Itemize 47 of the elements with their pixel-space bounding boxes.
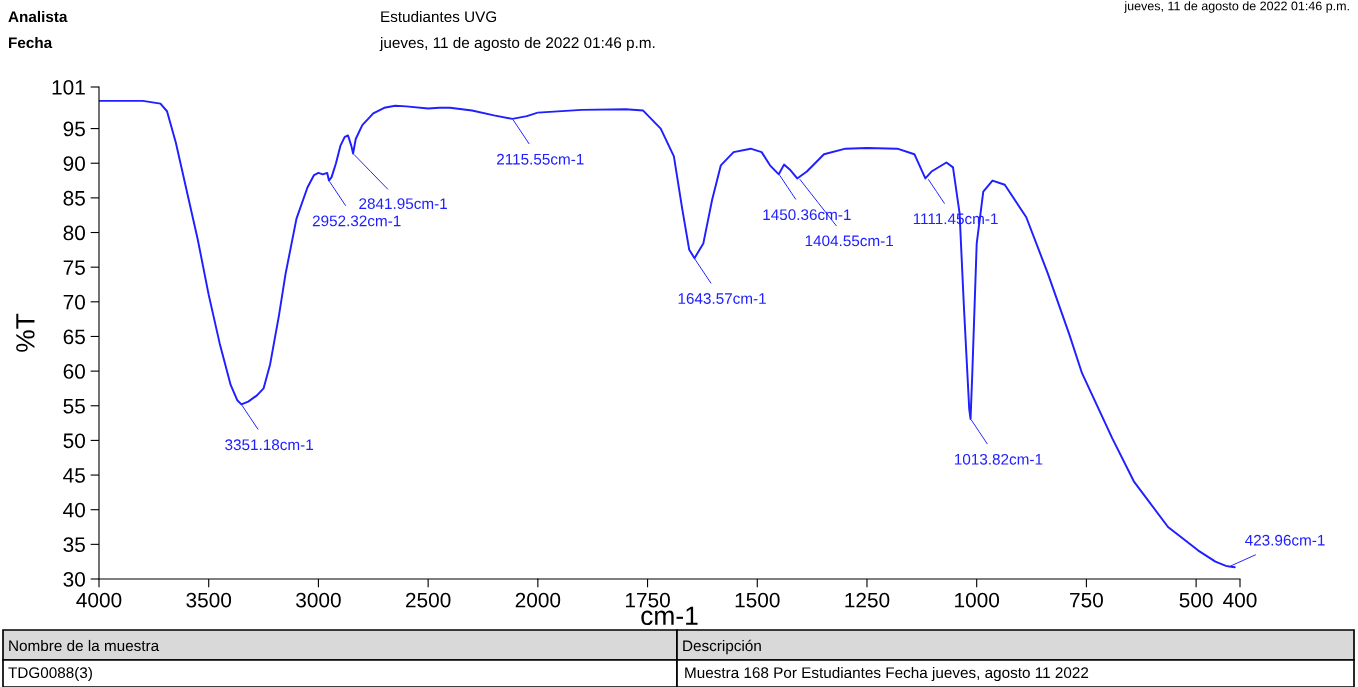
- annotation: 2115.55cm-1: [497, 153, 584, 165]
- y-tick-label: 75: [63, 260, 85, 275]
- y-tick-label: 90: [63, 156, 85, 171]
- x-tick-label: 1000: [955, 592, 1000, 608]
- x-tick-label: 750: [1070, 592, 1103, 608]
- y-tick-label: 40: [63, 502, 85, 518]
- annotation: 1643.57cm-1: [678, 293, 766, 304]
- text: Descripción: [683, 639, 761, 655]
- y-tick-label: 101: [52, 80, 85, 95]
- y-tick-label: 70: [63, 294, 85, 310]
- y-tick-label: 65: [63, 329, 85, 345]
- annotation: 2841.95cm-1: [359, 198, 447, 210]
- x-tick-label: 2500: [406, 592, 451, 608]
- text: jueves, 11 de agosto de 2022 01:46 p.m.: [379, 36, 655, 52]
- y-tick-label: 95: [63, 121, 85, 137]
- text: Fecha: [9, 36, 53, 49]
- x-tick-label: 1500: [735, 592, 780, 608]
- x-tick-label: 500: [1179, 592, 1213, 608]
- annotation: 1013.82cm-1: [954, 453, 1043, 465]
- x-tick-label: 400: [1223, 592, 1257, 608]
- x-axis-title: cm-1: [641, 606, 698, 626]
- annotation: 423.96cm-1: [1245, 534, 1325, 546]
- x-tick-label: 2000: [515, 592, 561, 608]
- y-tick-label: 30: [63, 572, 85, 587]
- text: TDG0088(3): [8, 666, 92, 682]
- text: jueves, 11 de agosto de 2022 01:46 p.m.: [1124, 1, 1349, 13]
- annotation: 3351.18cm-1: [225, 439, 313, 451]
- text: Muestra 168 Por Estudiantes Fecha jueves, agosto 11 2022: [685, 666, 1089, 682]
- x-tick-label: 3500: [186, 592, 232, 608]
- annotation: 1450.36cm-1: [763, 209, 851, 221]
- y-axis-title: %T: [16, 313, 35, 352]
- x-tick-label: 1250: [845, 592, 890, 608]
- x-tick-label: 1750: [625, 592, 670, 608]
- x-tick-label: 3000: [296, 592, 341, 608]
- y-tick-label: 45: [63, 468, 85, 483]
- y-tick-label: 35: [63, 537, 85, 553]
- y-tick-label: 80: [63, 225, 85, 241]
- y-tick-label: 60: [63, 364, 85, 379]
- y-tick-label: 50: [63, 433, 85, 449]
- x-tick-label: 4000: [76, 592, 122, 608]
- text: Nombre de la muestra: [9, 639, 160, 652]
- text: Analista: [8, 10, 68, 23]
- y-tick-label: 85: [63, 190, 85, 206]
- annotation: 2952.32cm-1: [312, 215, 401, 227]
- annotation: 1404.55cm-1: [805, 235, 893, 247]
- text: Estudiantes UVG: [381, 10, 497, 23]
- y-tick-label: 55: [63, 398, 85, 414]
